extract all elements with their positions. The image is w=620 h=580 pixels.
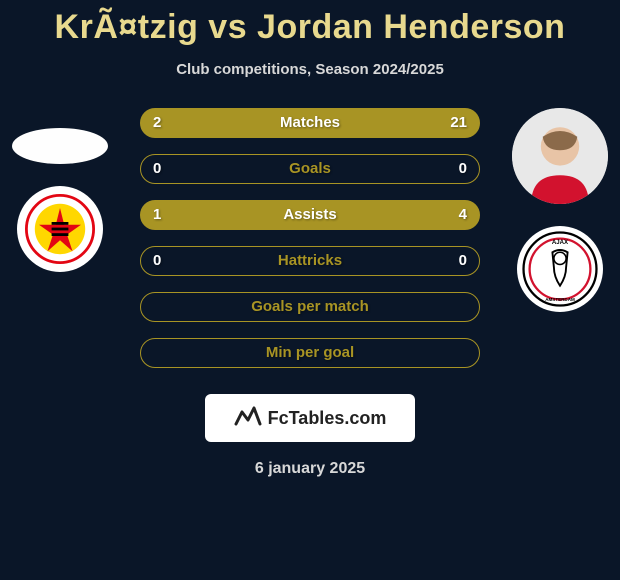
svg-text:AJAX: AJAX: [552, 239, 568, 246]
stats-bars: 221Matches 00Goals 14Assists 00Hattricks Goa…: [140, 108, 480, 384]
player-left-avatar: [12, 128, 108, 164]
player-left-club-badge: [17, 186, 103, 272]
player-right-avatar: [512, 108, 608, 204]
player-right-club-badge: AJAX AMSTERDAM: [517, 226, 603, 312]
stat-label: Goals per match: [141, 293, 479, 321]
stat-label: Hattricks: [141, 247, 479, 275]
stat-label: Matches: [141, 109, 479, 137]
watermark-text: FcTables.com: [268, 408, 387, 429]
stat-label: Goals: [141, 155, 479, 183]
stat-bar: 00Hattricks: [140, 246, 480, 276]
stat-bar: 221Matches: [140, 108, 480, 138]
stat-bar: Goals per match: [140, 292, 480, 322]
comparison-date: 6 january 2025: [0, 460, 620, 478]
player-right-column: AJAX AMSTERDAM: [512, 108, 608, 312]
stat-label: Assists: [141, 201, 479, 229]
stat-label: Min per goal: [141, 339, 479, 367]
svg-text:AMSTERDAM: AMSTERDAM: [545, 297, 575, 302]
comparison-subtitle: Club competitions, Season 2024/2025: [0, 61, 620, 78]
player-headshot-icon: [512, 108, 608, 204]
stat-bar: Min per goal: [140, 338, 480, 368]
vfb-stuttgart-icon: [25, 194, 95, 264]
fctables-logo-icon: [234, 404, 262, 432]
stat-bar: 00Goals: [140, 154, 480, 184]
watermark-badge: FcTables.com: [205, 394, 415, 442]
comparison-body: AJAX AMSTERDAM 221Matches 00Goals 14Assist…: [0, 108, 620, 388]
stat-bar: 14Assists: [140, 200, 480, 230]
player-left-column: [12, 108, 108, 272]
ajax-icon: AJAX AMSTERDAM: [522, 231, 598, 307]
comparison-title: KrÃ¤tzig vs Jordan Henderson: [0, 0, 620, 47]
